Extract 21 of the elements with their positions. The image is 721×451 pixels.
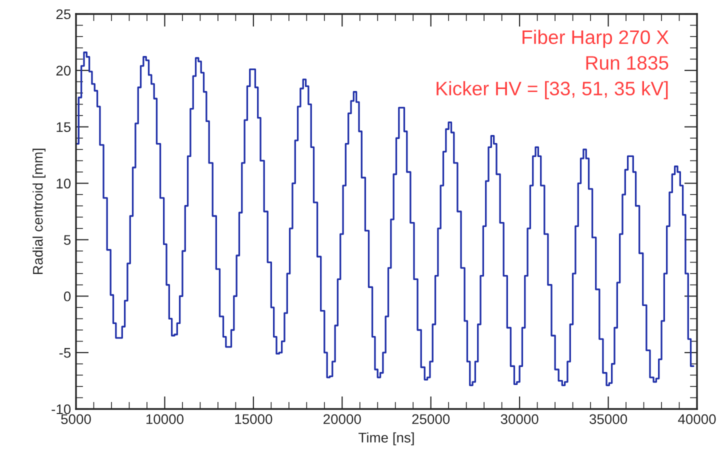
y-axis-title: Radial centroid [mm] <box>32 148 46 274</box>
y-tick-label: 20 <box>56 66 71 76</box>
y-tick-label: -10 <box>52 404 71 414</box>
x-tick-label: 10000 <box>146 414 184 424</box>
x-tick-label: 40000 <box>678 414 716 424</box>
y-tick-label: -5 <box>59 348 71 358</box>
x-tick-label: 30000 <box>500 414 538 424</box>
x-tick-label: 15000 <box>235 414 272 424</box>
x-tick-label: 35000 <box>590 414 628 424</box>
x-tick-label: 5000 <box>61 414 91 424</box>
annotation: Run 1835 <box>586 56 668 70</box>
x-tick-label: 25000 <box>412 414 450 424</box>
y-tick-label: 5 <box>64 235 71 245</box>
x-tick-label: 20000 <box>324 414 361 424</box>
annotation: Kicker HV = [33, 51, 35 kV] <box>436 81 668 100</box>
annotation: Fiber Harp 270 X <box>522 30 669 48</box>
y-tick-label: 10 <box>56 178 71 188</box>
y-tick-label: 15 <box>56 122 71 132</box>
y-tick-label: 25 <box>56 9 71 20</box>
x-axis-title: Time [ns] <box>358 432 414 446</box>
y-tick-label: 0 <box>64 291 71 302</box>
